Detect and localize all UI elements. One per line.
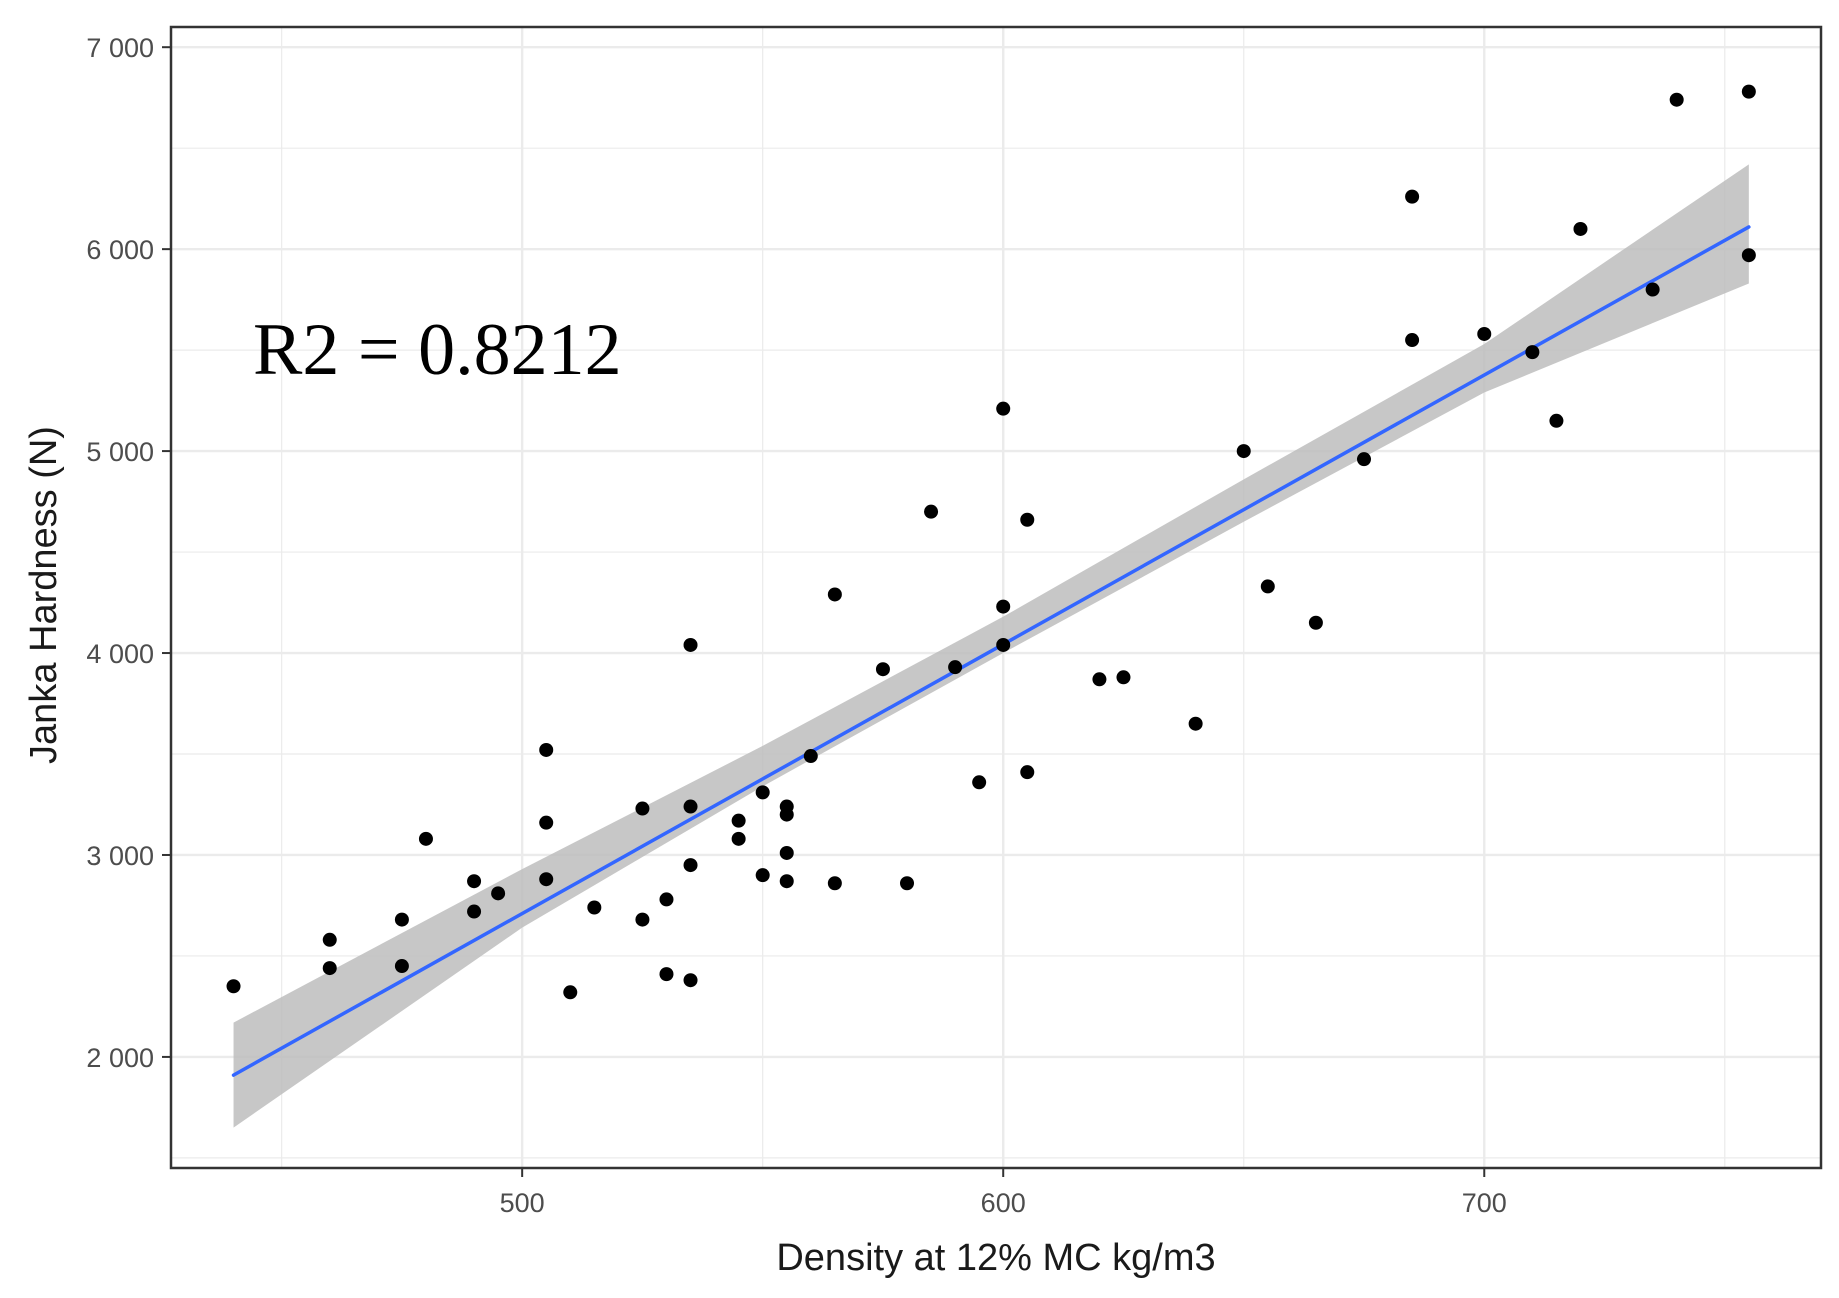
data-point xyxy=(1741,84,1756,99)
data-point xyxy=(1020,512,1035,527)
fit-line-layer xyxy=(231,225,1751,1077)
data-point xyxy=(900,876,915,891)
data-point xyxy=(418,831,433,846)
y-tick-label: 2 000 xyxy=(86,1043,154,1073)
data-point xyxy=(1405,333,1420,348)
data-point xyxy=(539,815,554,830)
r-squared-annotation: R2 = 0.8212 xyxy=(253,309,622,391)
data-point xyxy=(322,932,337,947)
data-point xyxy=(563,985,578,1000)
y-tick-label: 5 000 xyxy=(86,437,154,467)
data-point xyxy=(467,874,482,889)
data-point xyxy=(1116,670,1131,685)
plot-panel-border xyxy=(169,25,1823,1170)
data-point xyxy=(827,587,842,602)
data-point xyxy=(394,959,409,974)
x-axis-title: Density at 12% MC kg/m3 xyxy=(776,1237,1215,1279)
data-point xyxy=(659,892,674,907)
data-point xyxy=(972,775,987,790)
data-point xyxy=(226,979,241,994)
data-point xyxy=(731,831,746,846)
data-point xyxy=(659,967,674,982)
data-point xyxy=(996,401,1011,416)
data-point xyxy=(394,912,409,927)
confidence-band-layer xyxy=(233,164,1749,1128)
data-point xyxy=(827,876,842,891)
data-point xyxy=(779,874,794,889)
data-point xyxy=(683,858,698,873)
data-point xyxy=(1573,221,1588,236)
y-tick-label: 4 000 xyxy=(86,639,154,669)
data-point xyxy=(1477,326,1492,341)
data-point xyxy=(683,799,698,814)
data-point xyxy=(539,872,554,887)
data-point xyxy=(755,868,770,883)
data-point xyxy=(1669,92,1684,107)
data-point xyxy=(635,801,650,816)
confidence-band xyxy=(233,164,1749,1128)
y-tick-label: 3 000 xyxy=(86,841,154,871)
data-point xyxy=(1525,345,1540,360)
data-point xyxy=(1308,615,1323,630)
data-point xyxy=(539,742,554,757)
y-tick-label: 6 000 xyxy=(86,235,154,265)
y-tick-label: 7 000 xyxy=(86,33,154,63)
data-point xyxy=(1741,248,1756,263)
data-points xyxy=(226,84,1756,1000)
data-point xyxy=(1645,282,1660,297)
data-point xyxy=(755,785,770,800)
data-point xyxy=(1405,189,1420,204)
data-point xyxy=(635,912,650,927)
data-point xyxy=(467,904,482,919)
data-point xyxy=(779,799,794,814)
x-tick-label: 500 xyxy=(500,1188,545,1218)
data-point xyxy=(731,813,746,828)
x-tick-labels: 500 600 700 xyxy=(500,1188,1507,1218)
data-point xyxy=(322,961,337,976)
data-point xyxy=(779,845,794,860)
data-point xyxy=(683,973,698,988)
data-point xyxy=(587,900,602,915)
y-tick-labels: 2 000 3 000 4 000 5 000 6 000 7 000 xyxy=(86,33,154,1073)
data-point xyxy=(1188,716,1203,731)
x-tick-label: 600 xyxy=(981,1188,1026,1218)
regression-line xyxy=(231,225,1751,1077)
data-point xyxy=(996,637,1011,652)
data-point xyxy=(803,749,818,764)
data-point xyxy=(1549,413,1564,428)
x-tick-label: 700 xyxy=(1462,1188,1507,1218)
y-axis-title: Janka Hardness (N) xyxy=(23,426,65,764)
data-point xyxy=(1236,444,1251,459)
data-point xyxy=(491,886,506,901)
data-point xyxy=(948,660,963,675)
data-point xyxy=(924,504,939,519)
axis-ticks xyxy=(162,46,1486,1177)
data-point xyxy=(1357,452,1372,467)
data-point xyxy=(875,662,890,677)
data-point xyxy=(1260,579,1275,594)
data-point xyxy=(683,637,698,652)
data-point xyxy=(1020,765,1035,780)
data-point xyxy=(1092,672,1107,687)
data-point xyxy=(996,599,1011,614)
